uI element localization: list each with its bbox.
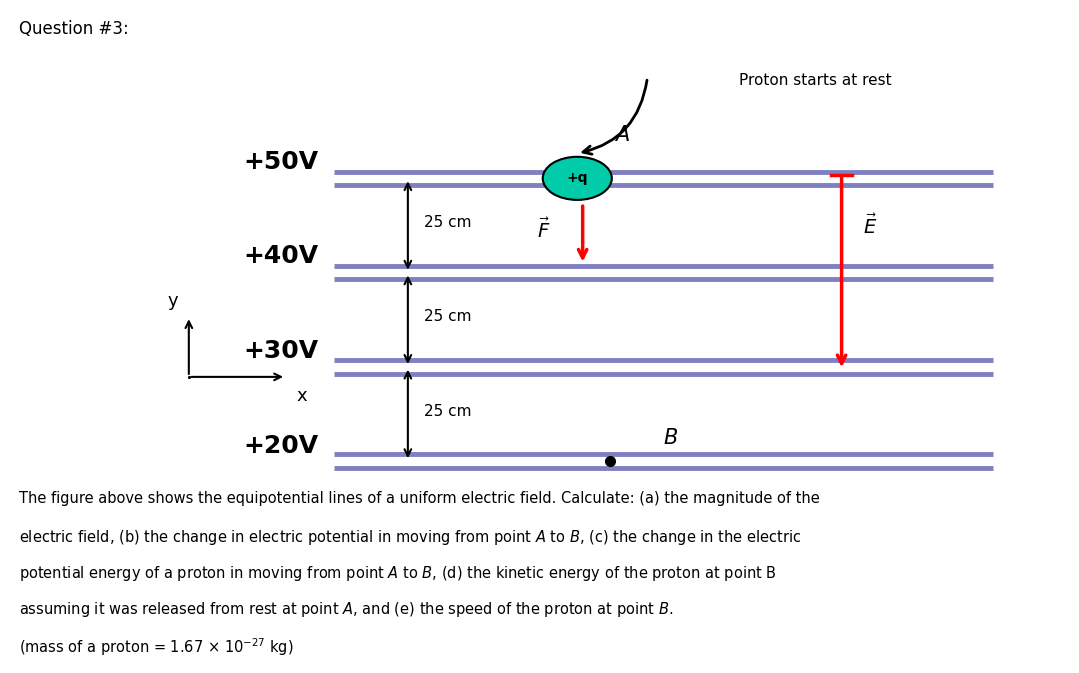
Text: y: y	[167, 291, 178, 310]
Text: (mass of a proton = 1.67 $\times$ 10$^{-27}$ kg): (mass of a proton = 1.67 $\times$ 10$^{-…	[19, 637, 295, 658]
Text: x: x	[297, 387, 308, 405]
Text: +40V: +40V	[243, 244, 318, 268]
Text: B: B	[664, 427, 678, 448]
Text: 25 cm: 25 cm	[424, 404, 472, 419]
Text: +30V: +30V	[243, 339, 318, 363]
Text: $\vec{F}$: $\vec{F}$	[537, 217, 550, 242]
Text: +50V: +50V	[243, 149, 318, 174]
Circle shape	[543, 157, 612, 200]
Text: assuming it was released from rest at point $A$, and (e) the speed of the proton: assuming it was released from rest at po…	[19, 600, 673, 619]
Text: A: A	[615, 125, 629, 145]
Text: $\vec{E}$: $\vec{E}$	[863, 213, 877, 238]
Text: +q: +q	[566, 172, 588, 185]
Text: +20V: +20V	[243, 433, 318, 458]
Text: 25 cm: 25 cm	[424, 215, 472, 229]
Text: The figure above shows the equipotential lines of a uniform electric field. Calc: The figure above shows the equipotential…	[19, 491, 820, 506]
Text: 25 cm: 25 cm	[424, 309, 472, 324]
Text: Proton starts at rest: Proton starts at rest	[739, 73, 891, 88]
Text: Question #3:: Question #3:	[19, 20, 129, 38]
Text: potential energy of a proton in moving from point $A$ to $B$, (d) the kinetic en: potential energy of a proton in moving f…	[19, 564, 777, 583]
Text: electric field, (b) the change in electric potential in moving from point $A$ to: electric field, (b) the change in electr…	[19, 528, 802, 546]
